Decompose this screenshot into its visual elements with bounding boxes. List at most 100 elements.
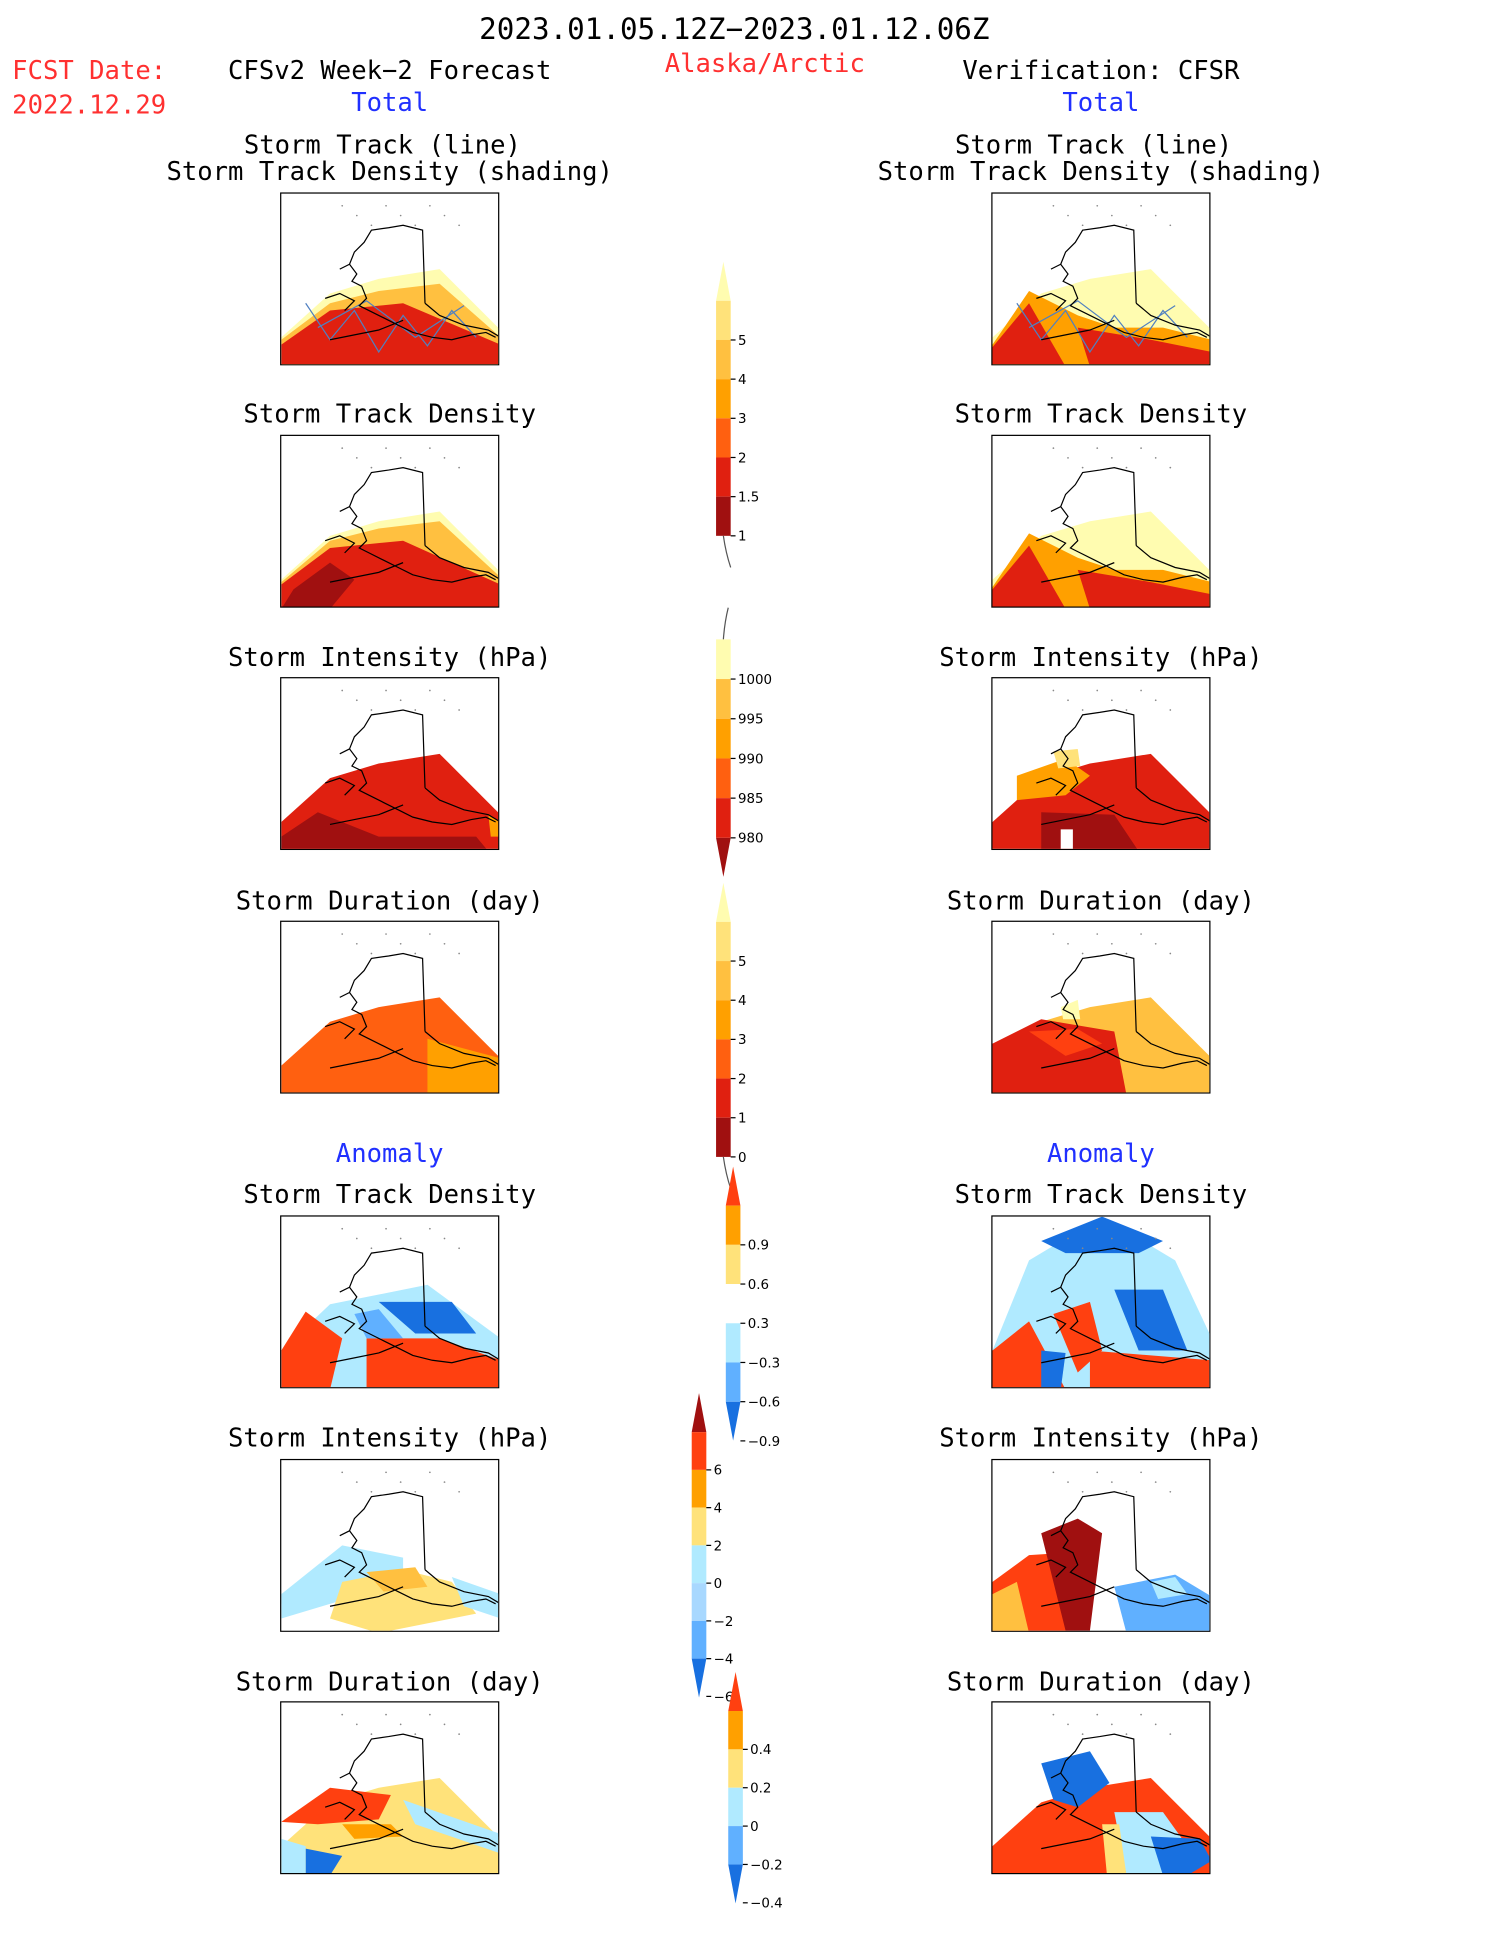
grid-dot — [370, 1247, 373, 1250]
colorbar-tick-label: 2 — [738, 451, 747, 466]
colorbar-tick-label: 4 — [738, 994, 747, 1009]
grid-dot — [1096, 1227, 1099, 1230]
grid-dot — [1169, 1490, 1172, 1493]
grid-dot — [1052, 1471, 1055, 1474]
colorbar-box — [716, 798, 731, 838]
grid-dot — [1140, 689, 1142, 692]
colorbar-box — [725, 1362, 741, 1402]
colorbar-box — [716, 639, 731, 680]
grid-dot — [399, 699, 402, 702]
map-left-density — [280, 434, 500, 608]
grid-dot — [370, 224, 373, 227]
colorbar-box — [691, 1469, 707, 1508]
grid-dot — [1081, 1733, 1084, 1735]
field-shading — [992, 1581, 1029, 1631]
colorbar-tick-label: 0 — [738, 1151, 747, 1166]
map-left-anom-duration — [280, 1701, 500, 1875]
grid-dot — [1052, 933, 1055, 935]
grid-dot — [1081, 466, 1084, 469]
grid-dot — [1125, 1247, 1128, 1250]
field-shading — [992, 303, 1065, 365]
right-anom-density-title: Storm Track Density — [954, 1180, 1248, 1210]
right-anom-duration-title: Storm Duration (day) — [946, 1667, 1255, 1697]
colorbar-bottom-arrow — [725, 1401, 741, 1441]
grid-dot — [370, 952, 373, 955]
right-track-shading-title: Storm Track Density (shading) — [877, 157, 1325, 187]
left-anomaly-label: Anomaly — [335, 1138, 444, 1168]
left-intensity-title: Storm Intensity (hPa) — [228, 642, 552, 673]
coastline — [324, 1491, 499, 1607]
grid-dot — [1067, 1237, 1069, 1240]
grid-dot — [429, 447, 431, 450]
map-left-track — [280, 192, 500, 366]
colorbar-tick-label: 0.9 — [748, 1239, 769, 1254]
grid-dot — [443, 942, 446, 945]
grid-dot — [385, 447, 387, 450]
colorbar-box — [725, 1244, 741, 1285]
field-shading — [378, 1301, 477, 1334]
grid-dot — [1096, 447, 1099, 450]
grid-dot — [1154, 457, 1157, 459]
coastline — [324, 224, 499, 341]
colorbar-tick-label: −4 — [714, 1653, 734, 1668]
grid-dot — [1052, 689, 1055, 692]
colorbar-duration-total: 0 1 2 3 4 5 — [716, 882, 789, 1198]
colorbar-box — [728, 1826, 743, 1865]
colorbar-duration-anom: 0.4 0.2 0 −0.2 −0.4 — [728, 1672, 801, 1945]
right-track-line-title: Storm Track (line) — [955, 130, 1233, 160]
coastline — [1036, 224, 1210, 341]
grid-dot — [399, 214, 402, 217]
grid-dot — [341, 204, 344, 207]
left-anom-intensity-title: Storm Intensity (hPa) — [228, 1423, 552, 1453]
grid-dot — [429, 689, 431, 692]
field-shading — [1060, 999, 1081, 1020]
grid-dot — [1154, 214, 1157, 217]
grid-dot — [1110, 699, 1113, 702]
grid-dot — [341, 933, 344, 935]
field-shading — [1077, 327, 1210, 365]
map-right-duration — [991, 920, 1211, 1094]
map-right-track — [991, 192, 1211, 366]
grid-dot — [1052, 1227, 1055, 1230]
colorbar-box — [716, 1000, 731, 1040]
field-shading — [1089, 1350, 1210, 1388]
grid-dot — [341, 689, 344, 692]
coastline — [1036, 1247, 1210, 1364]
colorbar-tick-label: −6 — [714, 1690, 734, 1705]
grid-dot — [399, 457, 402, 459]
right-intensity-title: Storm Intensity (hPa) — [939, 642, 1263, 673]
grid-dot — [1169, 224, 1172, 227]
grid-dot — [1140, 447, 1142, 450]
colorbar-top-arrow — [728, 1672, 743, 1712]
colorbar-tick-label: −0.6 — [748, 1396, 780, 1411]
map-left-duration — [280, 920, 500, 1094]
colorbar-box — [716, 1117, 731, 1157]
grid-dot — [1125, 224, 1128, 227]
grid-dot — [1169, 1733, 1172, 1735]
grid-dot — [1096, 1713, 1099, 1716]
grid-dot — [385, 1713, 387, 1716]
colorbar-box — [716, 457, 731, 497]
grid-dot — [1140, 1471, 1142, 1474]
colorbar-tick-label: 0.3 — [748, 1317, 769, 1332]
colorbar-tick-label: 3 — [738, 1033, 747, 1048]
fcst-date-label: FCST Date: — [12, 56, 167, 86]
colorbar-box — [716, 379, 731, 419]
field-shading — [281, 1545, 404, 1619]
colorbar-density-anom: 0.9 0.6 0.3 −0.3 −0.6 −0.9 — [725, 1166, 799, 1482]
colorbar-box — [728, 1749, 743, 1788]
grid-dot — [1140, 933, 1142, 935]
grid-dot — [1052, 1713, 1055, 1716]
grid-dot — [443, 699, 446, 702]
grid-dot — [458, 709, 460, 711]
coastline — [1036, 952, 1210, 1069]
grid-dot — [429, 933, 431, 935]
grid-dot — [1052, 447, 1055, 450]
grid-dot — [1110, 1237, 1113, 1240]
storm-track-line — [305, 300, 477, 354]
grid-dot — [385, 933, 387, 935]
grid-dot — [1081, 1247, 1084, 1250]
colorbar-tick-label: 0.2 — [750, 1782, 771, 1797]
grid-dot — [355, 942, 358, 945]
colorbar-tick-label: 0 — [750, 1820, 759, 1835]
